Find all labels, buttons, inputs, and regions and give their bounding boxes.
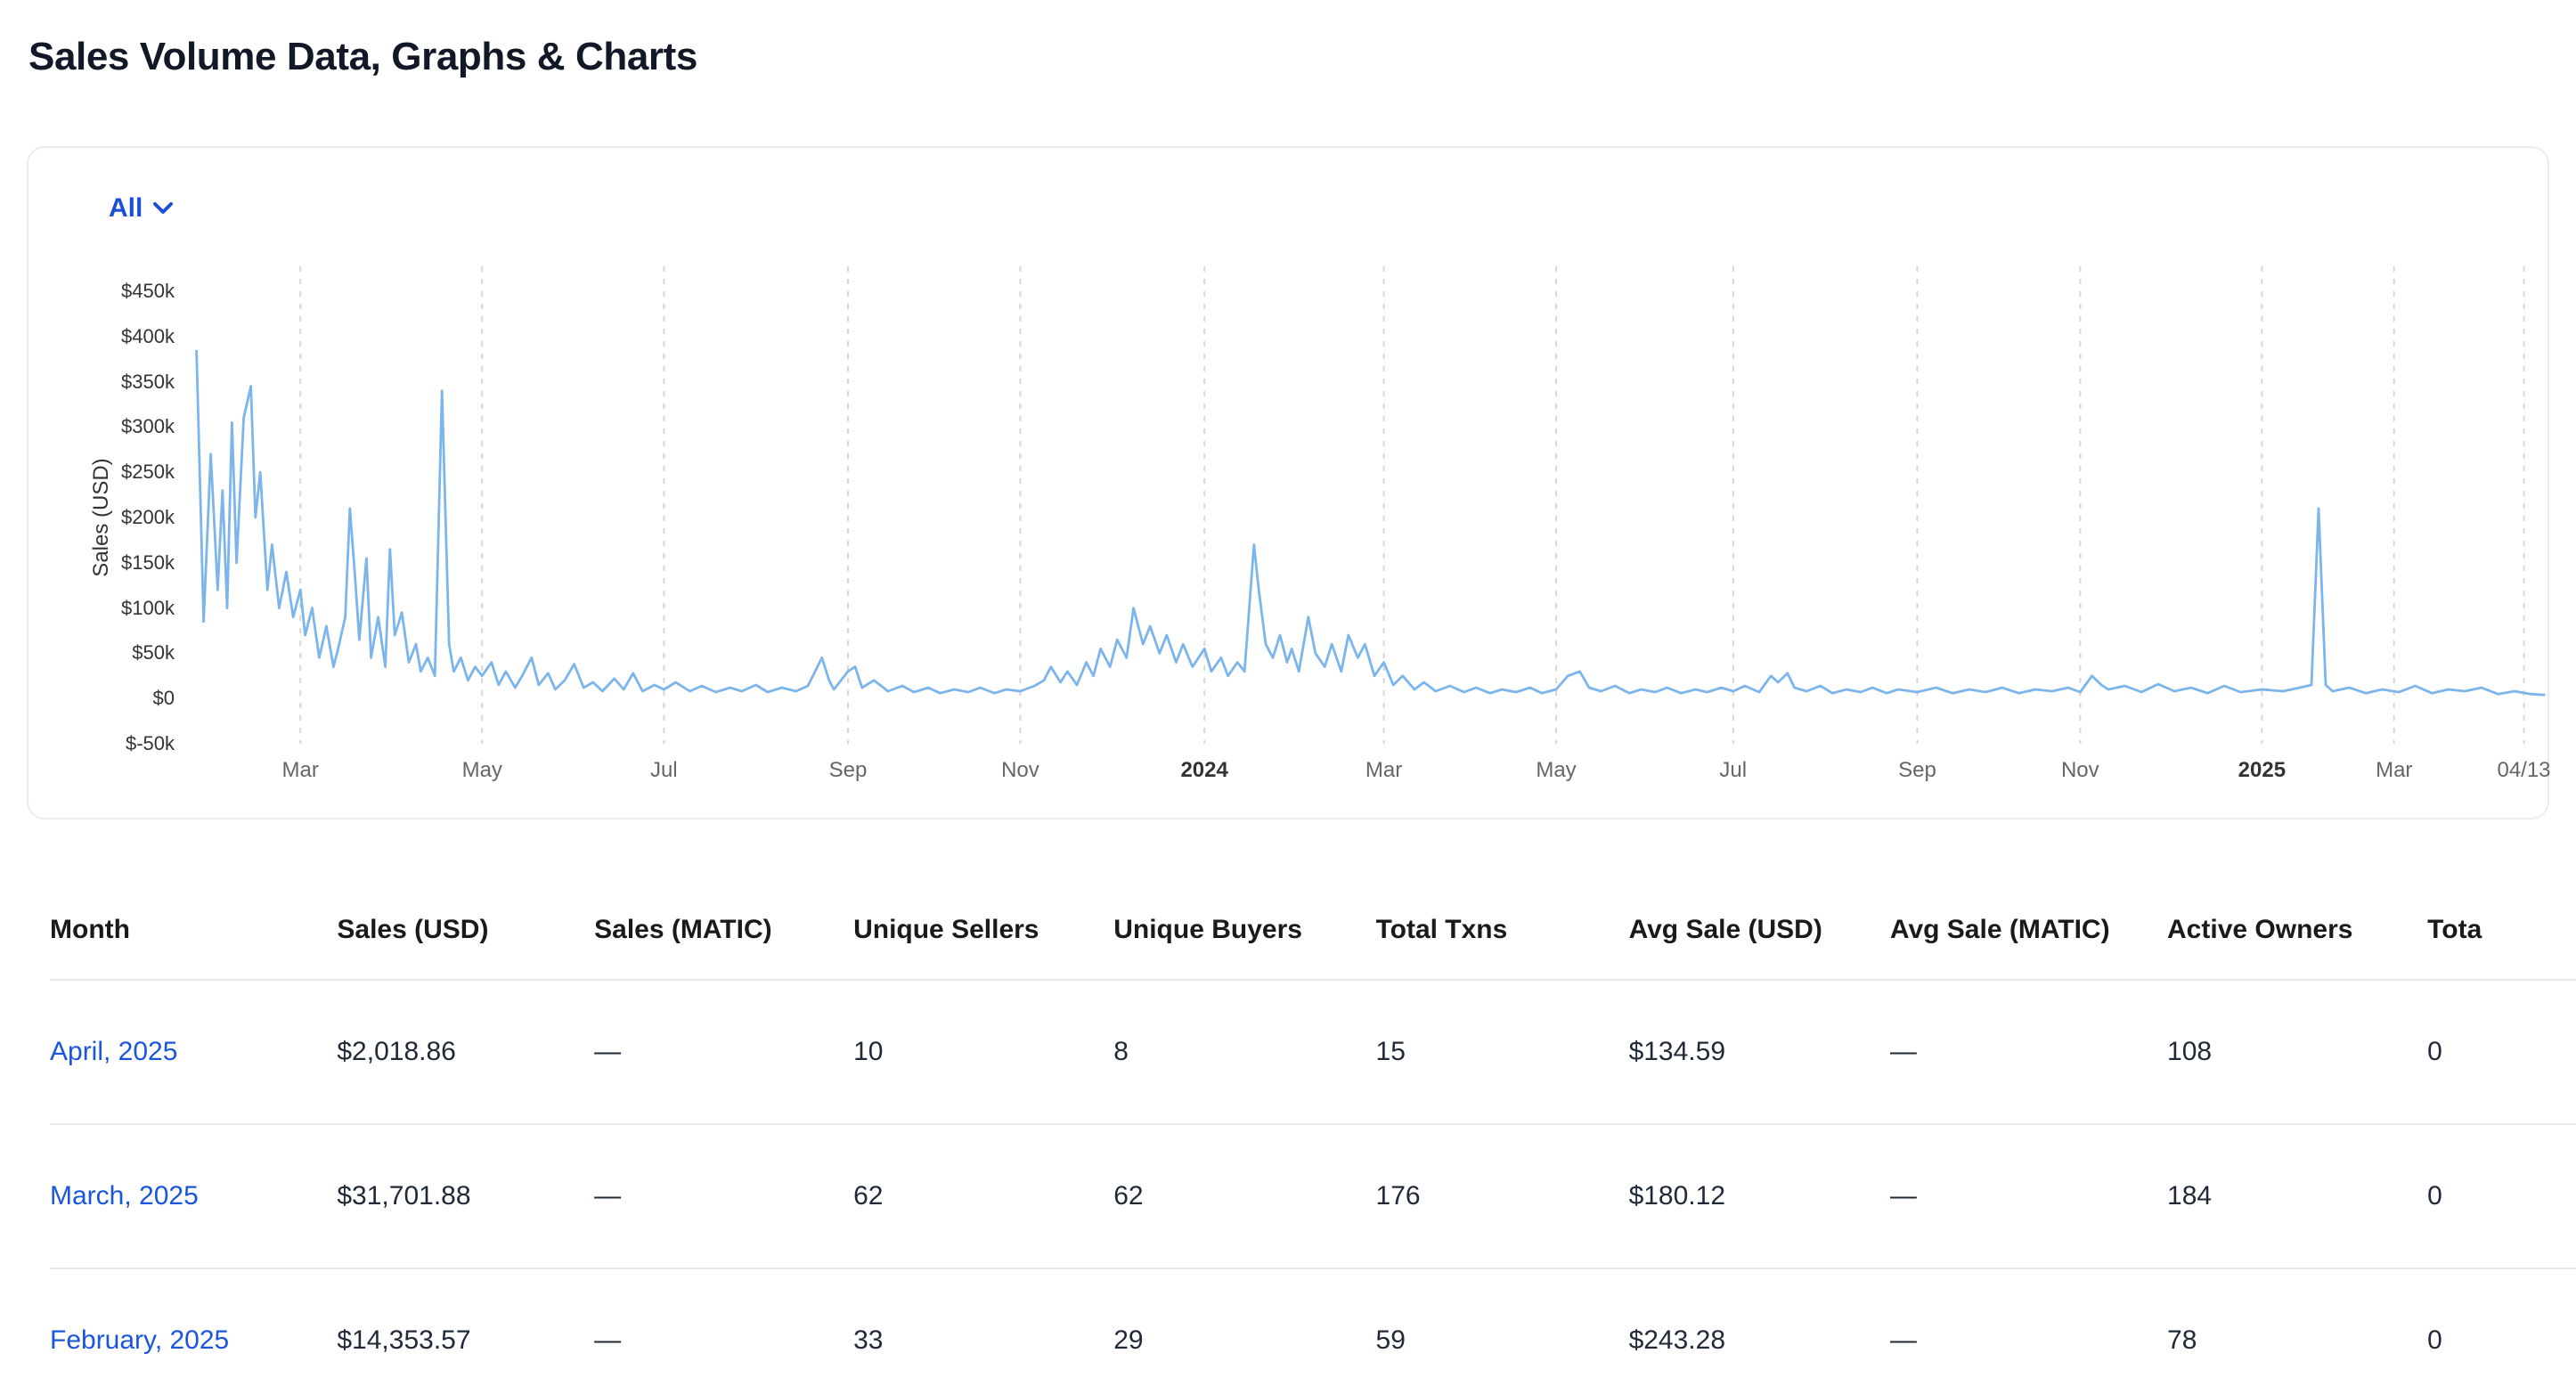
value-cell: 78 — [2167, 1268, 2428, 1386]
x-tick-label: May — [1536, 758, 1577, 782]
value-cell: 184 — [2167, 1124, 2428, 1269]
column-header: Sales (USD) — [337, 880, 595, 981]
month-cell: March, 2025 — [50, 1124, 338, 1269]
value-cell: 108 — [2167, 980, 2428, 1125]
value-cell: 29 — [1113, 1268, 1376, 1386]
sales-volume-chart: Sales (USD) $450k $400k $350k $300k $250k $20… — [29, 249, 2551, 801]
column-header: Avg Sale (MATIC) — [1889, 880, 2168, 981]
column-header: Month — [50, 880, 338, 981]
value-cell: $243.28 — [1628, 1268, 1890, 1386]
sales-line-series — [195, 349, 2546, 697]
column-header: Avg Sale (USD) — [1628, 880, 1890, 981]
value-cell: — — [1889, 980, 2168, 1125]
value-cell: — — [1889, 1268, 2168, 1386]
x-tick-label: May — [461, 758, 502, 782]
range-selector-dropdown[interactable]: All — [109, 193, 174, 224]
x-tick-label: 2025 — [2238, 758, 2287, 782]
value-cell: $2,018.86 — [337, 980, 595, 1125]
x-tick-label: Sep — [828, 758, 868, 782]
table-header-row: Month Sales (USD) Sales (MATIC) Unique Sell… — [50, 880, 2576, 981]
chart-plot-area[interactable] — [187, 249, 2547, 783]
value-cell: 8 — [1113, 980, 1376, 1125]
y-tick-label: $0 — [152, 687, 175, 710]
y-tick-label: $300k — [121, 415, 175, 438]
x-tick-label: Jul — [649, 758, 678, 782]
value-cell: $134.59 — [1628, 980, 1890, 1125]
table-body: April, 2025 $2,018.86—10 8 15 $134.59—108 0 Ma… — [50, 980, 2576, 1386]
month-link[interactable]: February, 2025 — [50, 1325, 230, 1355]
y-tick-label: $450k — [121, 280, 175, 302]
column-header: Tota — [2427, 880, 2576, 981]
column-header: Unique Sellers — [853, 880, 1114, 981]
y-tick-label: $50k — [132, 641, 175, 664]
column-header: Sales (MATIC) — [594, 880, 854, 981]
y-tick-label: $100k — [121, 596, 175, 619]
chevron-down-icon — [153, 202, 174, 215]
sales-chart-card: All Sales (USD) $450k $400k $350k $300k $250… — [27, 146, 2551, 819]
monthly-stats-table: Month Sales (USD) Sales (MATIC) Unique Sell… — [50, 880, 2576, 1386]
value-cell: 33 — [853, 1268, 1114, 1386]
y-tick-label: $250k — [121, 461, 175, 484]
month-cell: February, 2025 — [50, 1268, 338, 1386]
table-row: February, 2025 $14,353.57—33 29 59 $243.28—7… — [50, 1268, 2576, 1386]
y-tick-label: $400k — [121, 324, 175, 347]
table-row: April, 2025 $2,018.86—10 8 15 $134.59—108 0 — [50, 980, 2576, 1125]
x-tick-label: Mar — [2376, 758, 2413, 782]
y-tick-label: $150k — [121, 550, 175, 574]
value-cell: 10 — [853, 980, 1114, 1125]
value-cell: — — [594, 980, 854, 1125]
value-cell: 62 — [1113, 1124, 1376, 1269]
x-tick-label: Jul — [1719, 758, 1748, 782]
table-row: March, 2025 $31,701.88—62 62 176 $180.12—184… — [50, 1124, 2576, 1269]
value-cell: — — [594, 1124, 854, 1269]
value-cell: 0 — [2427, 980, 2576, 1125]
x-tick-label: Nov — [2060, 758, 2099, 782]
month-cell: April, 2025 — [50, 980, 338, 1125]
value-cell: 59 — [1375, 1268, 1629, 1386]
value-cell: 0 — [2427, 1268, 2576, 1386]
x-tick-label: 04/13 — [2497, 758, 2551, 782]
x-tick-label: Nov — [1001, 758, 1039, 782]
column-header: Total Txns — [1375, 880, 1629, 981]
month-link[interactable]: March, 2025 — [50, 1181, 199, 1211]
value-cell: $180.12 — [1628, 1124, 1890, 1269]
y-tick-label: $350k — [121, 370, 175, 393]
monthly-stats-table-wrap: Month Sales (USD) Sales (MATIC) Unique Sell… — [0, 880, 2576, 1386]
value-cell: 15 — [1375, 980, 1629, 1125]
month-link[interactable]: April, 2025 — [50, 1037, 178, 1066]
column-header: Active Owners — [2167, 880, 2428, 981]
x-tick-label: Mar — [281, 758, 319, 782]
value-cell: 176 — [1375, 1124, 1629, 1269]
page-title: Sales Volume Data, Graphs & Charts — [29, 35, 697, 78]
y-tick-label: $-50k — [125, 732, 175, 754]
x-tick-label: Sep — [1898, 758, 1936, 782]
range-selector-label: All — [109, 193, 143, 223]
value-cell: $14,353.57 — [337, 1268, 595, 1386]
y-tick-label: $200k — [121, 506, 175, 528]
x-tick-label: 2024 — [1180, 758, 1228, 782]
value-cell: — — [594, 1268, 854, 1386]
column-header: Unique Buyers — [1113, 880, 1376, 981]
value-cell: 0 — [2427, 1124, 2576, 1269]
x-tick-label: Mar — [1365, 758, 1403, 782]
value-cell: $31,701.88 — [337, 1124, 595, 1269]
value-cell: 62 — [853, 1124, 1114, 1269]
value-cell: — — [1889, 1124, 2168, 1269]
